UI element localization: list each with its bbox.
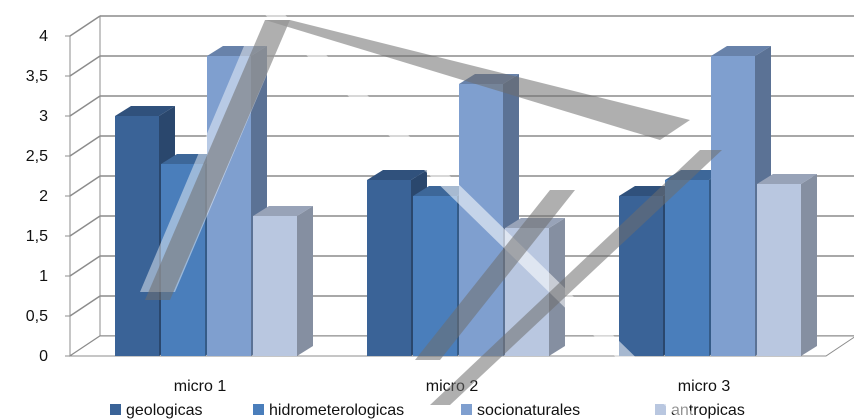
y-tick-label: 0 <box>39 348 48 365</box>
gridline-diagonal <box>69 295 101 317</box>
legend-label: hidrometerologicas <box>269 402 404 419</box>
gridline-diagonal <box>69 135 101 157</box>
y-tick-label: 1 <box>39 268 48 285</box>
bar-top <box>253 206 313 216</box>
watermark-stroke <box>145 20 290 300</box>
watermark-stroke <box>255 5 699 419</box>
bar-front <box>367 180 411 356</box>
bar-front <box>711 56 755 356</box>
legend-label: geologicas <box>126 402 203 419</box>
gridline-diagonal <box>69 55 101 77</box>
bar-front <box>757 184 801 356</box>
legend-swatch <box>461 404 472 415</box>
bar-front <box>253 216 297 356</box>
x-category-label: micro 3 <box>678 378 731 395</box>
y-tick-label: 4 <box>39 28 48 45</box>
x-category-label: micro 1 <box>174 378 227 395</box>
legend-swatch <box>253 404 264 415</box>
legend-item: socionaturales <box>461 402 580 419</box>
watermark <box>140 5 722 419</box>
watermark-stroke <box>265 20 690 140</box>
gridline-diagonal <box>69 215 101 237</box>
bar-top <box>115 106 175 116</box>
watermark-stroke <box>430 150 722 405</box>
y-tick-label: 3,5 <box>26 68 48 85</box>
legend-label: socionaturales <box>477 402 580 419</box>
watermark-stroke <box>415 190 575 360</box>
gridline-diagonal <box>69 95 101 117</box>
legend: geologicas hidrometerologicas socionatural… <box>110 402 745 419</box>
bar-antropicas-micro-3 <box>757 174 817 356</box>
y-tick-label: 0,5 <box>26 308 48 325</box>
y-axis-ticks: 0 0,5 1 1,5 2 2,5 3 3,5 4 <box>26 28 70 365</box>
bar-top <box>711 46 771 56</box>
y-tick-label: 3 <box>39 108 48 125</box>
y-tick-label: 2,5 <box>26 148 48 165</box>
bar-side <box>801 174 817 356</box>
gridline-diagonal <box>69 255 101 277</box>
bar-top <box>757 174 817 184</box>
legend-item: geologicas <box>110 402 203 419</box>
gridline-diagonal <box>69 15 101 37</box>
gridline-diagonal <box>69 175 101 197</box>
bar-side <box>297 206 313 356</box>
bar-front <box>665 180 709 356</box>
y-tick-label: 1,5 <box>26 228 48 245</box>
bar-top <box>367 170 427 180</box>
y-tick-label: 2 <box>39 188 48 205</box>
legend-swatch <box>655 404 666 415</box>
bar-front <box>115 116 159 356</box>
legend-item: hidrometerologicas <box>253 402 404 419</box>
legend-swatch <box>110 404 121 415</box>
bar-antropicas-micro-1 <box>253 206 313 356</box>
